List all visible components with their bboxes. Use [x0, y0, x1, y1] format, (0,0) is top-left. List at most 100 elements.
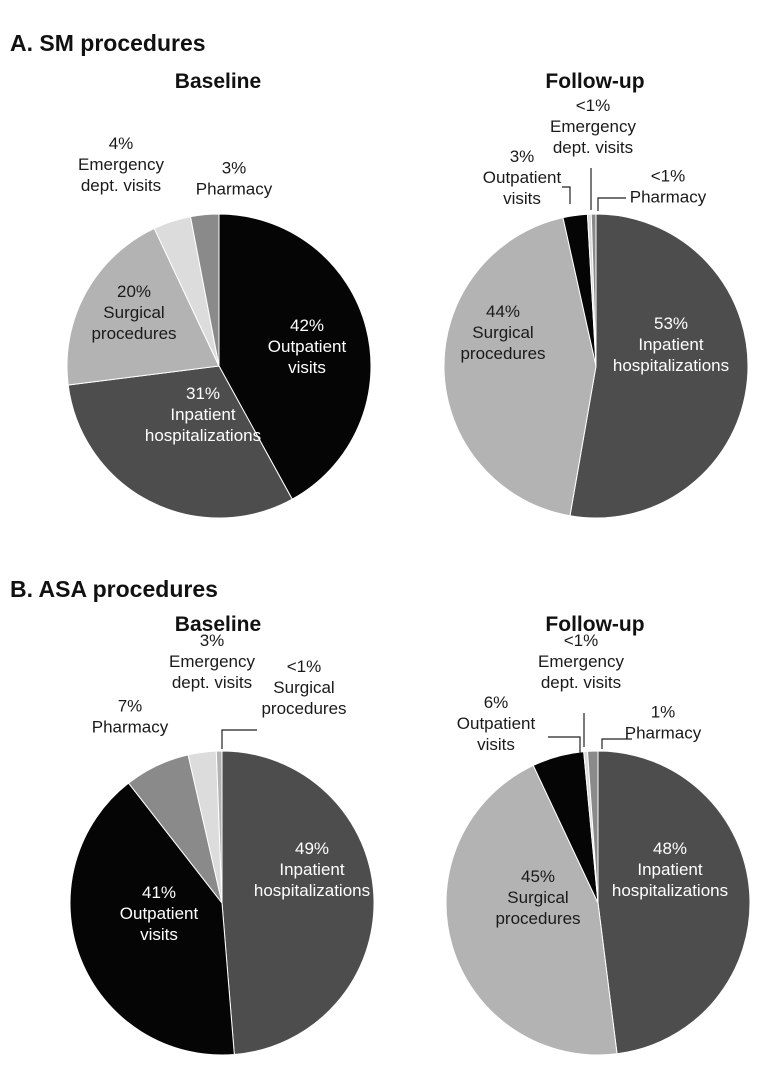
sm-baseline-label-emergency-line: Emergency — [78, 155, 164, 174]
sm-baseline-slice-inpatient — [67, 365, 293, 519]
asa-baseline-label-inpatient-line: hospitalizations — [254, 881, 370, 900]
asa-baseline-label-pharmacy-line: Pharmacy — [92, 718, 169, 737]
sm-followup-leader-outpatient — [562, 186, 571, 204]
sm-followup-label-emergency-line: <1% — [576, 96, 611, 115]
asa-baseline-slice-surgical — [215, 750, 223, 904]
sm-baseline-label-inpatient-line: 31% — [186, 384, 220, 403]
sm-followup-label-surgical-line: Surgical — [472, 323, 533, 342]
sm-baseline-label-emergency-line: 4% — [109, 134, 134, 153]
sm-followup-leader-pharmacy — [597, 197, 626, 211]
asa-baseline-label-pharmacy-line: 7% — [118, 697, 143, 716]
asa-followup-label-outpatient: 6% Outpatient visits — [457, 693, 536, 754]
sm-baseline-label-inpatient-line: hospitalizations — [145, 426, 261, 445]
asa-baseline-pie: 49% Inpatient hospitalizations 41% Outpatien… — [69, 631, 375, 1056]
sm-baseline-label-pharmacy: 3% Pharmacy — [196, 159, 273, 199]
asa-baseline-label-surgical-line: procedures — [261, 699, 346, 718]
asa-followup-label-surgical-line: Surgical — [507, 888, 568, 907]
sm-followup-label-emergency-line: Emergency — [550, 117, 636, 136]
sm-followup-label-surgical-line: 44% — [486, 302, 520, 321]
asa-baseline-label-surgical-line: Surgical — [273, 678, 334, 697]
sm-followup-label-pharmacy: <1% Pharmacy — [630, 167, 707, 207]
asa-followup-slice-inpatient — [597, 750, 751, 1055]
sm-baseline-label-surgical-line: Surgical — [103, 303, 164, 322]
sm-baseline-slice-pharmacy — [189, 213, 220, 367]
asa-followup-leader-outpatient — [548, 736, 581, 753]
asa-followup-label-surgical-line: 45% — [521, 867, 555, 886]
sm-followup-label-surgical: 44% Surgical procedures — [460, 302, 545, 363]
sm-followup-label-pharmacy-line: <1% — [651, 167, 686, 186]
asa-followup-label-outpatient-line: visits — [477, 735, 515, 754]
sm-followup-label-outpatient-line: Outpatient — [483, 168, 562, 187]
sm-followup-label-emergency: <1% Emergency dept. visits — [550, 96, 636, 157]
asa-followup-label-inpatient-line: Inpatient — [637, 860, 702, 879]
asa-baseline-label-outpatient: 41% Outpatient visits — [120, 883, 199, 944]
sm-baseline-label-surgical: 20% Surgical procedures — [91, 282, 176, 343]
sm-followup-slice-surgical — [443, 217, 597, 517]
sm-baseline-label-emergency: 4% Emergency dept. visits — [78, 134, 164, 195]
asa-baseline-label-outpatient-line: Outpatient — [120, 904, 199, 923]
asa-followup-label-pharmacy-line: 1% — [651, 703, 676, 722]
sm-followup-label-inpatient: 53% Inpatient hospitalizations — [613, 314, 729, 375]
sm-baseline-label-surgical-line: 20% — [117, 282, 151, 301]
sm-followup-label-inpatient-line: 53% — [654, 314, 688, 333]
sm-followup-label-inpatient-line: Inpatient — [638, 335, 703, 354]
sm-followup-label-emergency-line: dept. visits — [553, 138, 633, 157]
asa-followup-label-emergency-line: dept. visits — [541, 673, 621, 692]
asa-baseline-slice-inpatient — [221, 750, 375, 1056]
asa-followup-title: Follow-up — [545, 613, 645, 636]
asa-followup-label-inpatient-line: 48% — [653, 839, 687, 858]
sm-baseline-label-emergency-line: dept. visits — [81, 176, 161, 195]
asa-followup-slice-pharmacy — [586, 750, 599, 904]
asa-followup-label-outpatient-line: 6% — [484, 693, 509, 712]
asa-followup-label-emergency-line: Emergency — [538, 652, 624, 671]
asa-followup-label-inpatient: 48% Inpatient hospitalizations — [612, 839, 728, 900]
sm-followup-label-pharmacy-line: Pharmacy — [630, 188, 707, 207]
sm-baseline-label-pharmacy-line: 3% — [222, 159, 247, 178]
asa-baseline-label-pharmacy: 7% Pharmacy — [92, 697, 169, 737]
asa-followup-slice-surgical — [445, 764, 618, 1056]
sm-followup-slice-inpatient — [569, 213, 749, 519]
asa-baseline-label-inpatient-line: Inpatient — [279, 860, 344, 879]
asa-baseline-label-surgical: <1% Surgical procedures — [261, 657, 346, 718]
asa-baseline-label-inpatient: 49% Inpatient hospitalizations — [254, 839, 370, 900]
asa-followup-label-pharmacy: 1% Pharmacy — [625, 703, 702, 743]
asa-baseline-label-emergency-line: 3% — [200, 631, 225, 650]
sm-baseline-label-pharmacy-line: Pharmacy — [196, 180, 273, 199]
asa-followup-label-emergency: <1% Emergency dept. visits — [538, 631, 624, 692]
sm-baseline-label-outpatient-line: 42% — [290, 316, 324, 335]
sm-baseline-label-outpatient-line: visits — [288, 358, 326, 377]
asa-followup-pie: 48% Inpatient hospitalizations 45% Surgical p… — [445, 631, 751, 1056]
sm-baseline-label-inpatient: 31% Inpatient hospitalizations — [145, 384, 261, 445]
sm-followup-title: Follow-up — [545, 70, 645, 93]
asa-baseline-label-emergency-line: Emergency — [169, 652, 255, 671]
sm-followup-label-outpatient-line: 3% — [510, 147, 535, 166]
sm-followup-label-outpatient-line: visits — [503, 189, 541, 208]
sm-followup-pie: 53% Inpatient hospitalizations 44% Surgical p… — [443, 96, 749, 519]
asa-baseline-slice-outpatient — [69, 782, 235, 1056]
asa-followup-label-surgical-line: procedures — [495, 909, 580, 928]
asa-baseline-leader-surgical — [221, 729, 257, 749]
asa-followup-label-inpatient-line: hospitalizations — [612, 881, 728, 900]
sm-baseline-label-surgical-line: procedures — [91, 324, 176, 343]
sm-followup-label-inpatient-line: hospitalizations — [613, 356, 729, 375]
sm-baseline-slice-surgical — [66, 227, 220, 386]
asa-baseline-label-outpatient-line: 41% — [142, 883, 176, 902]
asa-followup-label-pharmacy-line: Pharmacy — [625, 724, 702, 743]
section-b-title: B. ASA procedures — [10, 576, 218, 602]
asa-baseline-label-emergency-line: dept. visits — [172, 673, 252, 692]
asa-followup-label-emergency-line: <1% — [564, 631, 599, 650]
asa-followup-leader-pharmacy — [601, 738, 632, 749]
asa-baseline-label-inpatient-line: 49% — [295, 839, 329, 858]
sm-baseline-label-inpatient-line: Inpatient — [170, 405, 235, 424]
asa-baseline-label-surgical-line: <1% — [287, 657, 322, 676]
sm-followup-slice-pharmacy — [590, 213, 597, 367]
asa-baseline-title: Baseline — [174, 613, 262, 636]
sm-baseline-title: Baseline — [174, 70, 262, 93]
asa-baseline-label-outpatient-line: visits — [140, 925, 178, 944]
asa-followup-label-outpatient-line: Outpatient — [457, 714, 536, 733]
sm-baseline-label-outpatient-line: Outpatient — [268, 337, 347, 356]
section-a-title: A. SM procedures — [10, 30, 206, 56]
sm-followup-label-surgical-line: procedures — [460, 344, 545, 363]
asa-baseline-label-emergency: 3% Emergency dept. visits — [169, 631, 255, 692]
